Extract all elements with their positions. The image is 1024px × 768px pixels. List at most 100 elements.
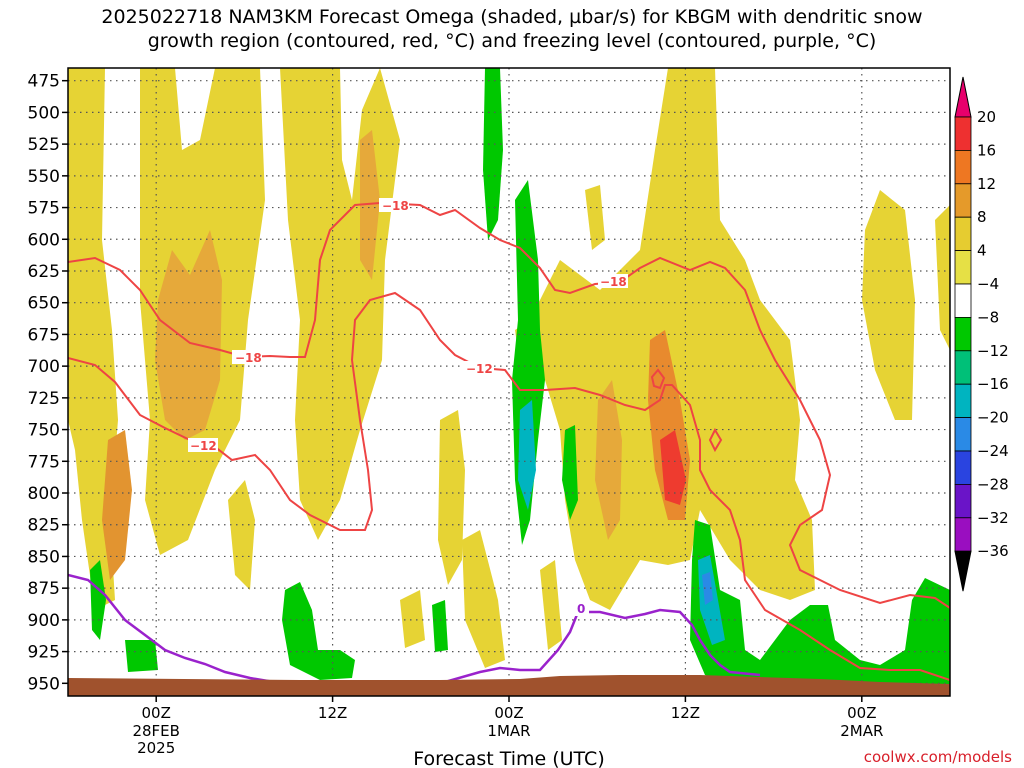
colorbar-label: 12 [977,175,996,193]
y-tick-label: 950 [28,674,60,694]
omega-negative-region [125,640,158,672]
omega-negative-region [282,582,355,680]
y-axis: 475 500 525 550 575 600 625 650 675 700 725 750 775 8… [28,72,68,694]
x-tick-sublabel: 2025 [137,739,175,757]
y-tick-label: 900 [28,611,60,631]
x-tick-label: 00Z [494,704,523,722]
omega-positive-region [438,410,465,585]
chart-title-line-2: growth region (contoured, red, °C) and f… [147,30,877,52]
y-tick-label: 875 [28,579,60,599]
contour-label: 0 [577,602,585,616]
contour-small-loop [650,368,666,390]
y-tick-label: 550 [28,167,60,187]
contour-label: −18 [235,351,262,365]
colorbar-label: 4 [977,242,987,260]
colorbar-label: −36 [977,542,1009,560]
y-tick-label: 750 [28,421,60,441]
omega-shading [68,68,950,690]
y-tick-label: 650 [28,294,60,314]
grid [68,68,950,696]
y-tick-label: 700 [28,357,60,377]
omega-positive-region [400,590,425,648]
omega-strong-region [660,430,686,505]
colorbar-label: 20 [977,108,996,126]
colorbar-swatch [954,316,972,352]
y-tick-label: 825 [28,516,60,536]
colorbar-label: 16 [977,141,996,159]
colorbar-swatch [954,417,972,452]
y-tick-label: 575 [28,199,60,219]
colorbar-label: −8 [977,308,999,326]
y-tick-label: 600 [28,230,60,250]
contour-small-loop [708,427,723,453]
colorbar-label: 8 [977,208,987,226]
colorbar-label: −20 [977,409,1009,427]
omega-positive-region [228,480,255,590]
colorbar-swatch [954,183,972,218]
omega-negative-region [518,400,536,510]
colorbar-bottom-arrow [954,550,972,592]
x-tick-sublabel: 28FEB [132,722,179,740]
omega-strong-region [360,130,380,280]
omega-negative-region [90,560,106,640]
omega-negative-region [690,520,950,690]
contour-label: −12 [466,362,493,376]
colorbar-label: −32 [977,509,1009,527]
omega-positive-region [935,205,950,350]
colorbar-swatch [954,149,972,185]
contour-label: −18 [382,199,409,213]
omega-negative-region [562,425,578,520]
colorbar: 20 16 12 8 4 −4 −8 −12 −16 −20 −24 −28 −32 −36 [954,76,1009,592]
omega-positive-region [585,185,605,250]
colorbar-label: −12 [977,342,1009,360]
x-tick-label: 00Z [847,704,876,722]
omega-negative-region [432,600,448,652]
colorbar-swatch [954,450,972,485]
colorbar-swatch [954,116,972,151]
contour-label: −18 [600,275,627,289]
colorbar-top-arrow [954,76,972,118]
colorbar-label: −16 [977,375,1009,393]
y-tick-label: 850 [28,547,60,567]
colorbar-label: −28 [977,475,1009,493]
contour-freezing-level [68,573,761,686]
y-tick-label: 925 [28,643,60,663]
x-axis-label: Forecast Time (UTC) [413,748,604,768]
x-tick-sublabel: 2MAR [840,722,883,740]
omega-negative-region [702,572,713,605]
omega-positive-region [862,190,915,420]
colorbar-label: −24 [977,442,1009,460]
y-tick-label: 675 [28,325,60,345]
colorbar-swatch [954,483,972,519]
y-tick-label: 500 [28,103,60,123]
x-tick-label: 12Z [318,704,347,722]
y-tick-label: 625 [28,262,60,282]
colorbar-swatch [954,283,972,318]
y-tick-label: 775 [28,452,60,472]
colorbar-swatch [954,216,972,251]
x-tick-sublabel: 1MAR [487,722,530,740]
y-tick-label: 725 [28,389,60,409]
y-tick-label: 475 [28,72,60,92]
colorbar-swatch [954,383,972,419]
credit-text: coolwx.com/models [863,748,1012,766]
contour-label: −12 [190,439,217,453]
colorbar-swatch [954,517,972,552]
y-tick-label: 525 [28,135,60,155]
y-tick-label: 800 [28,484,60,504]
colorbar-swatch [954,250,972,285]
omega-positive-region [462,530,505,668]
omega-negative-region [483,68,503,240]
colorbar-swatch [954,350,972,385]
x-tick-label: 00Z [142,704,171,722]
omega-strong-region [102,430,132,580]
terrain-ground [68,675,950,696]
colorbar-label: −4 [977,275,999,293]
omega-positive-region [280,68,400,540]
x-tick-label: 12Z [671,704,700,722]
chart-title-line-1: 2025022718 NAM3KM Forecast Omega (shaded… [101,6,923,28]
omega-strong-region [595,380,622,540]
omega-positive-region [540,560,562,650]
